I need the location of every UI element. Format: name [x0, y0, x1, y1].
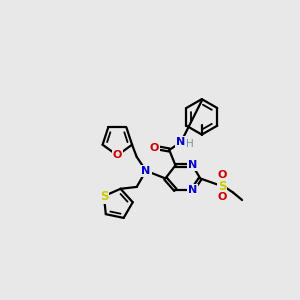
Text: O: O — [150, 143, 159, 153]
Text: S: S — [218, 180, 226, 193]
Text: N: N — [141, 166, 151, 176]
Text: O: O — [112, 150, 122, 160]
Text: N: N — [188, 160, 197, 170]
Text: N: N — [176, 137, 185, 147]
Text: N: N — [188, 185, 197, 195]
Text: O: O — [217, 170, 226, 180]
Text: H: H — [185, 139, 193, 149]
Text: S: S — [100, 190, 108, 203]
Text: O: O — [217, 192, 226, 202]
